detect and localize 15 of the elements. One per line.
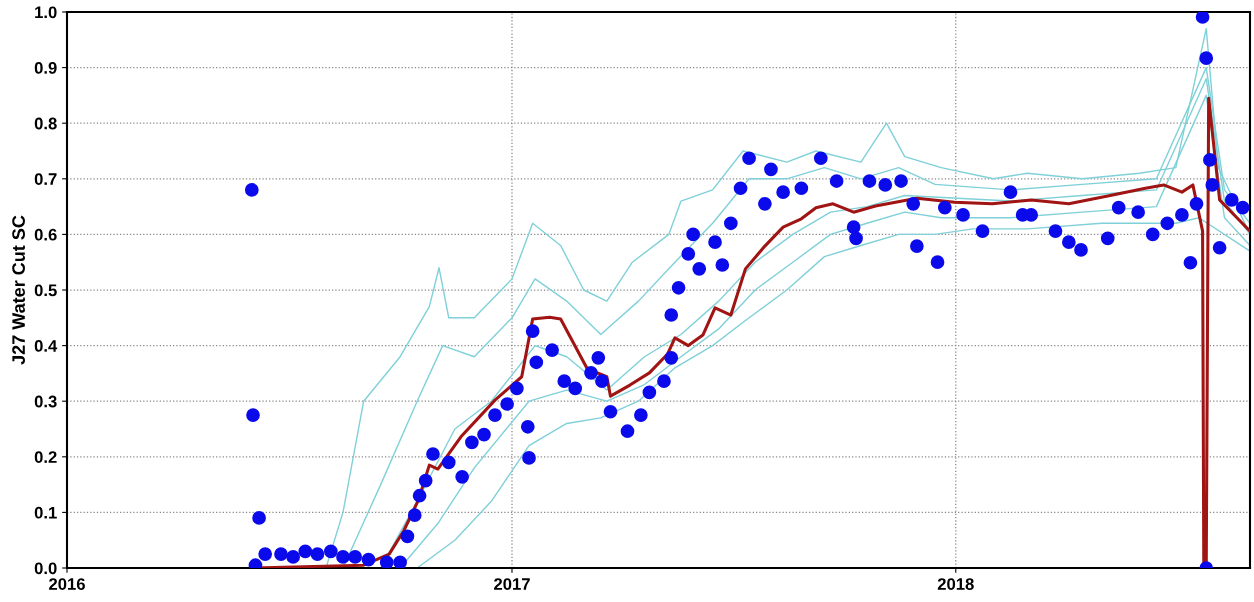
y-tick-label: 0.1	[34, 506, 57, 519]
y-tick-label: 0.7	[34, 173, 57, 185]
y-tick-label: 0.5	[34, 284, 57, 297]
y-tick-label: 0.8	[34, 117, 57, 130]
x-tick-label: 2016	[49, 578, 85, 590]
y-tick-label: 0.9	[34, 62, 57, 74]
y-tick-label: 0.4	[34, 340, 58, 352]
y-tick-label: 0.2	[34, 451, 57, 463]
y-tick-label: 0.3	[34, 395, 57, 408]
x-tick-label: 2018	[937, 578, 974, 590]
y-tick-label: 0.0	[34, 562, 57, 575]
y-tick-label: 0.6	[34, 228, 57, 241]
x-tick-label: 2017	[494, 578, 530, 590]
y-tick-label: 1.0	[35, 6, 57, 19]
y-axis-title: J27 Water Cut SC	[12, 215, 25, 365]
